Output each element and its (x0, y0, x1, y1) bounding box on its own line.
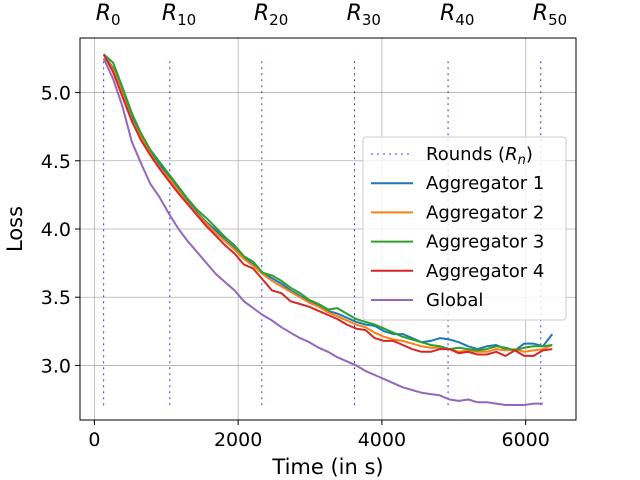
round-label: R30 (347, 1, 381, 29)
y-tick-label: 3.5 (41, 287, 71, 309)
y-tick-label: 4.5 (41, 151, 71, 173)
series-lines (102, 53, 554, 406)
series-line-aggregator-4 (102, 53, 553, 357)
legend-label: Aggregator 1 (426, 173, 544, 194)
series-line-global (102, 58, 543, 406)
x-tick-label: 2000 (214, 429, 262, 451)
round-label: R10 (162, 1, 196, 29)
round-label: R50 (533, 1, 567, 29)
grid (80, 38, 576, 420)
series-line-aggregator-2 (102, 53, 553, 353)
x-tick-label: 0 (88, 429, 100, 451)
legend-box (362, 136, 567, 321)
round-labels: R0 R10 R20 R30 R40 R50 (96, 1, 567, 29)
legend-label: Aggregator 3 (426, 232, 544, 253)
legend: Rounds (Rn) Aggregator 1 Aggregator 2 Aggre… (362, 136, 567, 321)
y-tick-label: 5.0 (41, 83, 71, 105)
x-axis-ticks: 0 2000 4000 6000 (88, 420, 550, 451)
round-label: R20 (254, 1, 288, 29)
legend-label: Aggregator 4 (426, 261, 544, 282)
y-axis-label: Loss (3, 206, 27, 252)
round-label: R0 (96, 1, 121, 29)
y-tick-label: 4.0 (41, 219, 71, 241)
y-axis-ticks: 3.0 3.5 4.0 4.5 5.0 (41, 83, 80, 377)
legend-label: Global (426, 290, 483, 311)
series-line-aggregator-3 (103, 53, 553, 352)
x-tick-label: 6000 (502, 429, 550, 451)
x-tick-label: 4000 (358, 429, 406, 451)
legend-label: Aggregator 2 (426, 202, 544, 223)
x-axis-label: Time (in s) (271, 455, 383, 479)
round-label: R40 (440, 1, 474, 29)
y-tick-label: 3.0 (41, 355, 71, 377)
legend-rounds-label: Rounds (Rn) (426, 144, 533, 168)
